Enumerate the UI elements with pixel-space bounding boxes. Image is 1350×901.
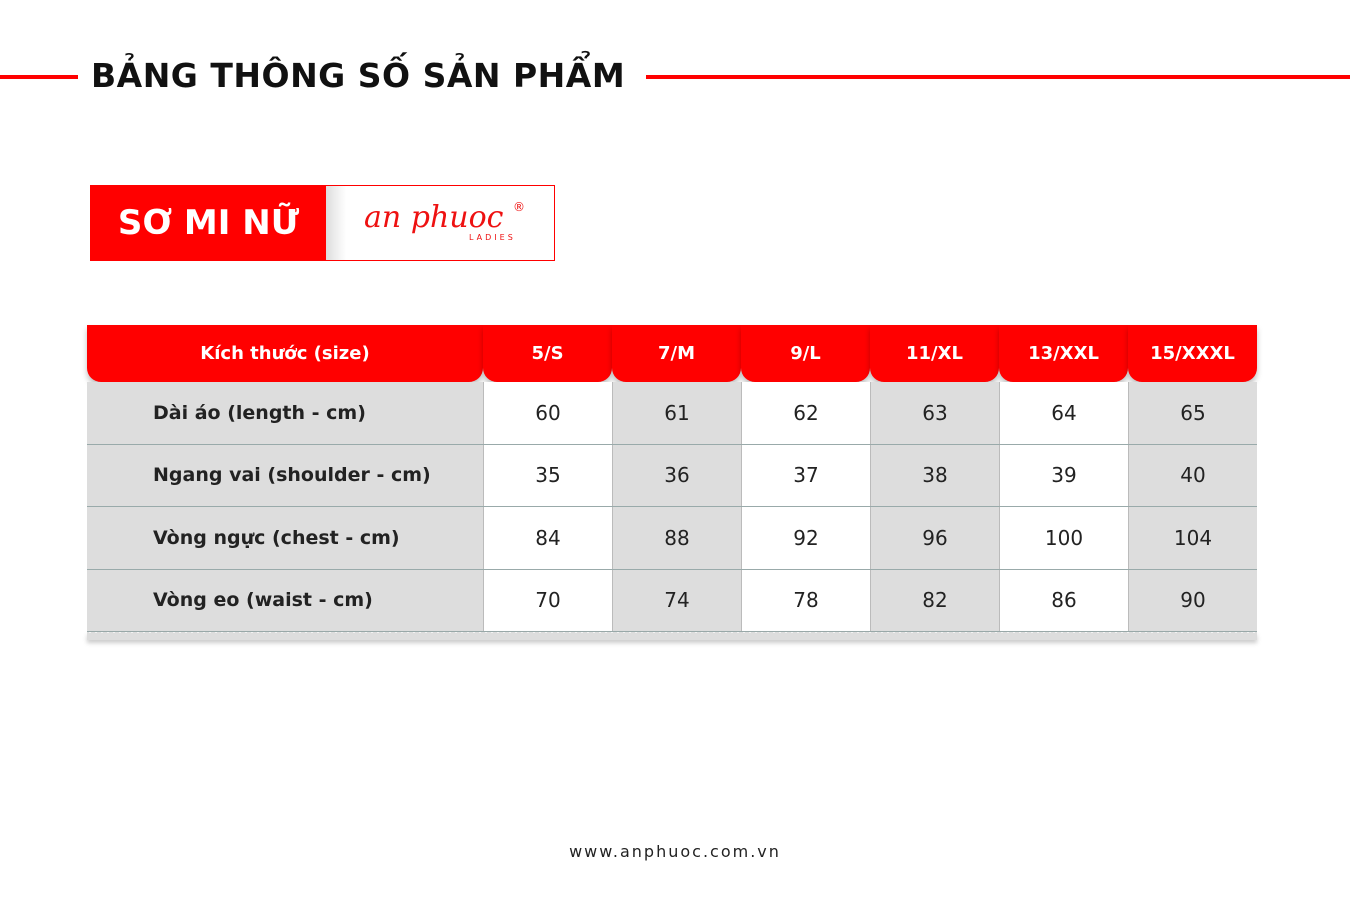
size-value: 70: [483, 569, 612, 631]
website-url: www.anphuoc.com.vn: [569, 842, 781, 861]
size-value: 90: [1128, 569, 1257, 631]
size-value: 92: [741, 507, 870, 569]
size-value: 60: [483, 382, 612, 444]
size-value: 40: [1128, 444, 1257, 506]
size-value: 78: [741, 569, 870, 631]
title-rule-right: [646, 75, 1350, 79]
table-row: Dài áo (length - cm) 60 61 62 63 64 65: [87, 382, 1257, 445]
page-title: BẢNG THÔNG SỐ SẢN PHẨM: [91, 56, 626, 95]
table-row: Ngang vai (shoulder - cm) 35 36 37 38 39 40: [87, 444, 1257, 507]
size-value: 88: [612, 507, 741, 569]
size-value: 35: [483, 444, 612, 506]
logo-text: an phuoc: [364, 200, 504, 235]
header-size: 7/M: [612, 325, 741, 382]
size-value: 39: [999, 444, 1128, 506]
logo-subtext: LADIES: [469, 233, 516, 242]
size-value: 84: [483, 507, 612, 569]
size-value: 100: [999, 507, 1128, 569]
header-size: 5/S: [483, 325, 612, 382]
row-label: Dài áo (length - cm): [87, 382, 483, 444]
header-size: 9/L: [741, 325, 870, 382]
size-table: Kích thước (size) 5/S 7/M 9/L 11/XL 13/X…: [87, 325, 1257, 640]
size-value: 74: [612, 569, 741, 631]
header-label: Kích thước (size): [87, 325, 483, 382]
product-badge: SƠ MI NỮ an phuoc ® LADIES: [90, 185, 555, 261]
size-value: 36: [612, 444, 741, 506]
size-value: 96: [870, 507, 999, 569]
zigzag-edge: [87, 632, 1257, 640]
size-value: 86: [999, 569, 1128, 631]
header-size: 11/XL: [870, 325, 999, 382]
size-value: 82: [870, 569, 999, 631]
registered-mark: ®: [513, 200, 525, 214]
size-value: 104: [1128, 507, 1257, 569]
size-value: 65: [1128, 382, 1257, 444]
row-label: Vòng eo (waist - cm): [87, 569, 483, 631]
brand-logo: an phuoc ® LADIES: [326, 186, 554, 260]
size-value: 62: [741, 382, 870, 444]
header-size: 15/XXXL: [1128, 325, 1257, 382]
size-value: 63: [870, 382, 999, 444]
product-category: SƠ MI NỮ: [91, 186, 326, 260]
size-value: 64: [999, 382, 1128, 444]
title-rule-left: [0, 75, 78, 79]
size-value: 38: [870, 444, 999, 506]
table-header: Kích thước (size) 5/S 7/M 9/L 11/XL 13/X…: [87, 325, 1257, 382]
size-value: 37: [741, 444, 870, 506]
row-label: Vòng ngực (chest - cm): [87, 507, 483, 569]
size-value: 61: [612, 382, 741, 444]
table-row: Vòng ngực (chest - cm) 84 88 92 96 100 104: [87, 507, 1257, 570]
row-label: Ngang vai (shoulder - cm): [87, 444, 483, 506]
header-size: 13/XXL: [999, 325, 1128, 382]
table-row: Vòng eo (waist - cm) 70 74 78 82 86 90: [87, 569, 1257, 632]
